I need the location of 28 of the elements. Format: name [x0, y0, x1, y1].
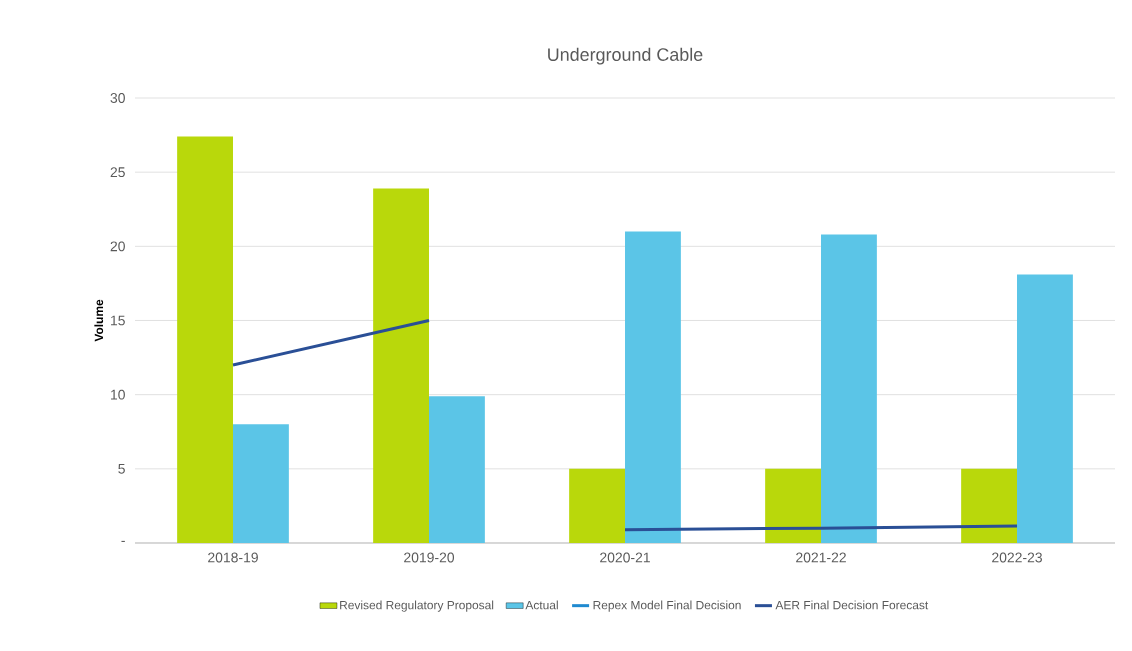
- bar: [233, 424, 289, 543]
- y-tick-label: 15: [111, 315, 125, 326]
- y-axis-title: Volume: [94, 299, 104, 342]
- bar: [961, 468, 1018, 543]
- legend-label: Actual: [525, 600, 558, 610]
- x-tick-label: 2021-22: [796, 552, 846, 563]
- bar: [1017, 274, 1073, 543]
- y-tick-label: 25: [110, 167, 125, 178]
- x-tick-label: 2018-19: [208, 552, 258, 563]
- bar: [625, 231, 681, 543]
- bar: [373, 188, 429, 543]
- x-tick-label: 2019-20: [404, 552, 455, 563]
- bar: [821, 234, 877, 543]
- bar: [569, 468, 626, 543]
- bar: [765, 468, 822, 543]
- bar: [429, 396, 485, 543]
- y-tick-label: 10: [111, 389, 125, 400]
- y-tick-label: 30: [110, 93, 125, 103]
- y-tick-label: -: [121, 540, 125, 542]
- x-tick-label: 2020-21: [600, 552, 650, 563]
- x-tick-label: 2022-23: [992, 552, 1042, 563]
- legend-label: Repex Model Final Decision: [593, 600, 741, 612]
- bar: [177, 136, 233, 543]
- chart-title: Underground Cable: [548, 47, 703, 65]
- legend-label: Revised Regulatory Proposal: [340, 600, 494, 612]
- y-tick-label: 5: [118, 463, 125, 474]
- y-tick-label: 20: [110, 241, 125, 252]
- legend-label: AER Final Decision Forecast: [775, 600, 929, 610]
